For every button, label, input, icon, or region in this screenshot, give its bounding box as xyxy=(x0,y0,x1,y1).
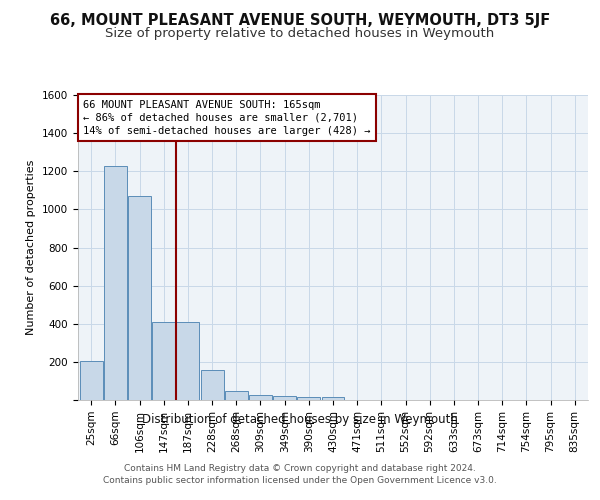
Text: 66, MOUNT PLEASANT AVENUE SOUTH, WEYMOUTH, DT3 5JF: 66, MOUNT PLEASANT AVENUE SOUTH, WEYMOUT… xyxy=(50,12,550,28)
Bar xyxy=(80,361,103,400)
Bar xyxy=(322,397,344,400)
Text: 66 MOUNT PLEASANT AVENUE SOUTH: 165sqm
← 86% of detached houses are smaller (2,7: 66 MOUNT PLEASANT AVENUE SOUTH: 165sqm ←… xyxy=(83,100,371,136)
Text: Contains HM Land Registry data © Crown copyright and database right 2024.: Contains HM Land Registry data © Crown c… xyxy=(124,464,476,473)
Text: Size of property relative to detached houses in Weymouth: Size of property relative to detached ho… xyxy=(106,28,494,40)
Bar xyxy=(104,166,127,400)
Text: Distribution of detached houses by size in Weymouth: Distribution of detached houses by size … xyxy=(142,412,458,426)
Bar xyxy=(298,397,320,400)
Bar xyxy=(249,394,272,400)
Y-axis label: Number of detached properties: Number of detached properties xyxy=(26,160,37,335)
Text: Contains public sector information licensed under the Open Government Licence v3: Contains public sector information licen… xyxy=(103,476,497,485)
Bar xyxy=(176,322,199,400)
Bar xyxy=(273,396,296,400)
Bar xyxy=(225,392,248,400)
Bar xyxy=(128,196,151,400)
Bar xyxy=(152,322,175,400)
Bar xyxy=(200,370,224,400)
